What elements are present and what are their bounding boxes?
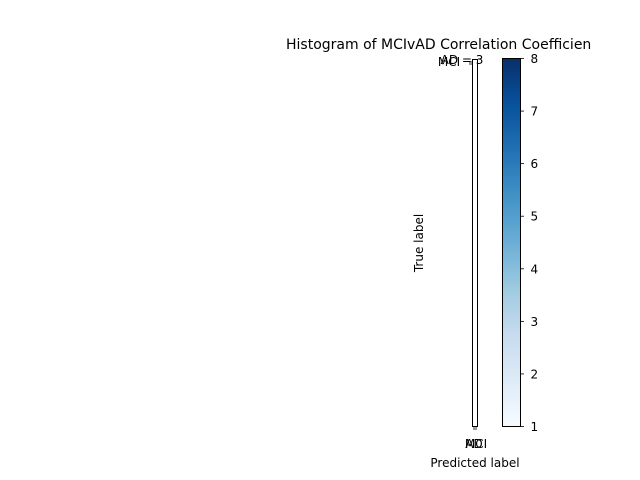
cell-annotation-top: AD = 3 <box>441 53 484 67</box>
colorbar-tick-label: 7 <box>531 105 539 119</box>
x-axis-label: Predicted label <box>430 456 519 470</box>
colorbar-tick-label: 1 <box>531 420 539 434</box>
heatmap-cell <box>473 60 477 426</box>
cell-annotation-mid: MCI <box>438 55 460 69</box>
colorbar <box>502 58 521 427</box>
chart-title: Histogram of MCIvAD Correlation Coeffici… <box>286 37 591 53</box>
colorbar-tick-label: 3 <box>531 315 539 329</box>
y-axis-label: True label <box>412 214 426 273</box>
colorbar-tick-label: 8 <box>531 52 539 66</box>
x-tick-label-mci: MCI <box>465 437 487 451</box>
colorbar-tick-label: 6 <box>531 157 539 171</box>
colorbar-tick-label: 4 <box>531 262 539 276</box>
colorbar-ticks: 1 2 3 4 5 6 7 8 <box>520 52 539 434</box>
colorbar-tick-label: 2 <box>531 367 539 381</box>
colorbar-tick-label: 5 <box>531 210 539 224</box>
x-tick-label-ad: AD <box>465 437 482 451</box>
